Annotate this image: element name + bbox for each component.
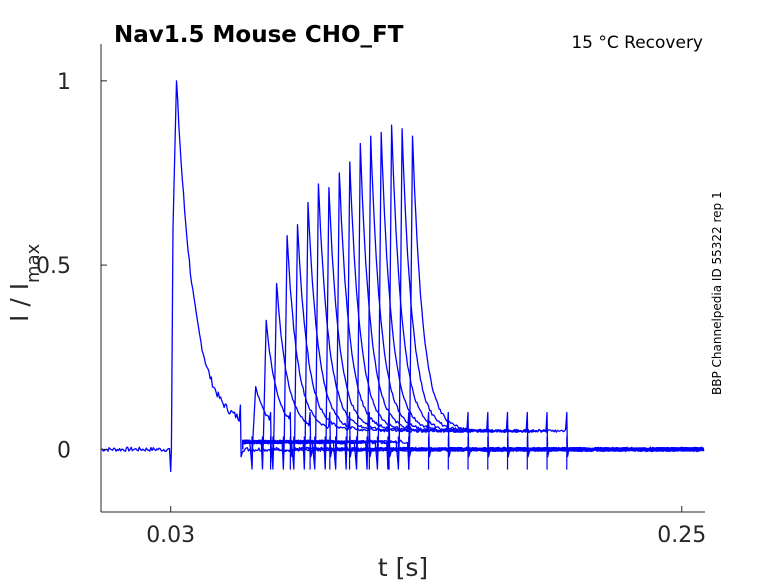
x-tick-label: 0.03 xyxy=(146,523,195,548)
recovery-trace xyxy=(242,319,705,469)
x-tick-group: 0.03 0.25 xyxy=(146,506,706,548)
recovery-trace xyxy=(242,128,703,469)
y-tick-label: 0 xyxy=(57,438,71,463)
chart-subtitle: 15 °C Recovery xyxy=(571,33,703,53)
side-note: BBP Channelpedia ID 55322 rep 1 xyxy=(710,191,724,395)
recovery-trace xyxy=(242,183,704,469)
y-axis-label-subscript: max xyxy=(23,243,44,283)
y-tick-group: 00.51 xyxy=(36,70,107,463)
chart-title: Nav1.5 Mouse CHO_FT xyxy=(114,22,404,48)
y-axis-label: I / Imax xyxy=(5,243,44,322)
recovery-trace xyxy=(242,131,703,469)
recovery-trace xyxy=(242,135,705,469)
x-tick-label: 0.25 xyxy=(657,523,706,548)
recovery-trace xyxy=(242,187,704,469)
recovery-trace xyxy=(242,124,705,469)
trace-group xyxy=(100,80,705,473)
recovery-trace xyxy=(242,201,705,469)
y-axis-label-main: I / I xyxy=(5,283,34,322)
x-axis-label: t [s] xyxy=(378,553,428,582)
recovery-trace xyxy=(242,142,704,469)
y-tick-label: 0.5 xyxy=(36,254,71,279)
recovery-trace xyxy=(242,172,704,469)
recovery-trace xyxy=(242,161,704,469)
y-tick-label: 1 xyxy=(57,70,71,95)
recovery-trace xyxy=(242,135,705,469)
